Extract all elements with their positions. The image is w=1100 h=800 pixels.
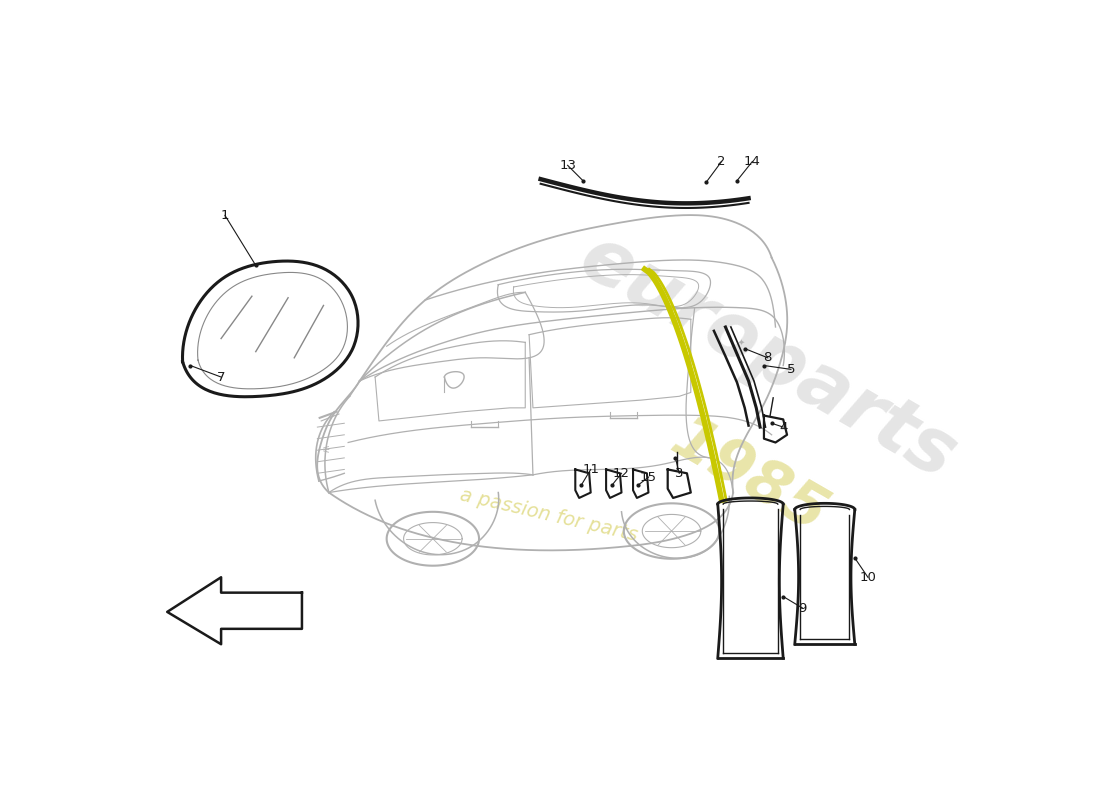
Text: 12: 12 (613, 467, 630, 480)
Text: 2: 2 (717, 155, 726, 168)
Text: a passion for parts: a passion for parts (458, 486, 639, 546)
Text: 8: 8 (763, 351, 772, 364)
Text: 9: 9 (799, 602, 806, 614)
Text: 3: 3 (675, 467, 683, 480)
Text: 13: 13 (559, 159, 576, 172)
Polygon shape (167, 578, 301, 644)
Text: 14: 14 (744, 155, 761, 168)
Text: ✦: ✦ (737, 338, 745, 347)
Text: 5: 5 (786, 363, 795, 376)
Text: 15: 15 (640, 470, 657, 484)
Text: 1: 1 (221, 209, 229, 222)
Text: ⚟: ⚟ (322, 445, 331, 455)
Text: 4: 4 (779, 421, 788, 434)
Text: 10: 10 (859, 570, 877, 584)
Text: 7: 7 (217, 370, 226, 383)
Text: 11: 11 (582, 463, 600, 476)
Text: 1985: 1985 (660, 409, 837, 545)
Text: europarts: europarts (566, 220, 969, 495)
